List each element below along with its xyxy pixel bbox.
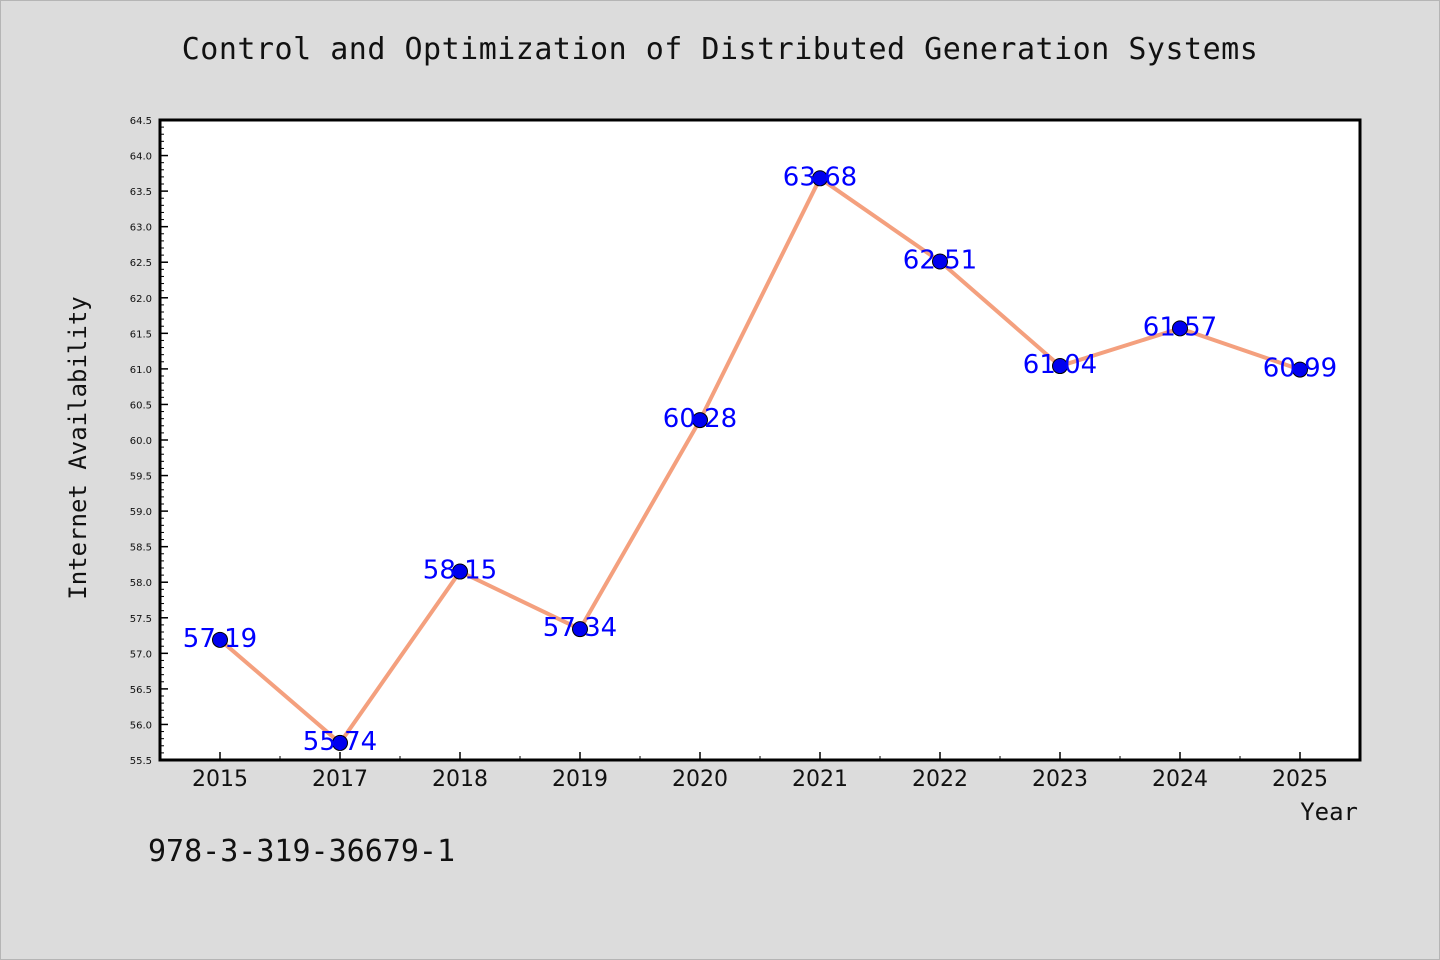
y-axis-ticks: 55.5 56.0 56.5 57.0 57.5 58.0 58.5 59.0 59.5 60.0… — [130, 116, 168, 767]
y-tick-label: 57.5 — [130, 614, 152, 625]
isbn-code: 978-3-319-36679-1 — [148, 834, 456, 869]
data-point — [452, 563, 468, 580]
x-tick-label: 2023 — [1032, 767, 1088, 792]
y-tick-label: 64.5 — [130, 116, 152, 127]
y-tick-label: 63.0 — [130, 223, 152, 234]
x-tick-label: 2022 — [912, 767, 968, 792]
y-tick-label: 63.5 — [130, 187, 152, 198]
y-tick-label: 61.0 — [130, 365, 152, 376]
data-point — [932, 253, 948, 270]
data-label: 55.74 — [303, 727, 377, 757]
y-tick-label: 56.5 — [130, 685, 152, 696]
x-tick-label: 2017 — [312, 767, 368, 792]
data-label: 60.28 — [663, 404, 737, 434]
data-label: 58.15 — [423, 556, 497, 586]
data-point — [212, 631, 228, 648]
data-label: 57.19 — [183, 624, 257, 654]
plot-area — [158, 118, 1362, 762]
data-point — [332, 734, 348, 751]
y-tick-label: 64.0 — [130, 152, 152, 163]
x-tick-label: 2018 — [432, 767, 488, 792]
y-tick-label: 55.5 — [130, 756, 152, 767]
series-layer — [212, 170, 1308, 751]
series-line — [218, 176, 1301, 745]
data-point — [1292, 361, 1308, 378]
y-tick-label: 61.5 — [130, 329, 152, 340]
y-tick-label: 56.0 — [130, 720, 152, 731]
y-tick-label: 59.0 — [130, 507, 152, 518]
y-tick-label: 60.5 — [130, 400, 152, 411]
y-tick-label: 58.5 — [130, 543, 152, 554]
data-labels: 57.19 55.74 58.15 57.34 60.28 63.68 62.51 61.04… — [183, 162, 1337, 757]
y-tick-label: 62.0 — [130, 294, 152, 305]
x-axis-label: Year — [1300, 798, 1358, 826]
data-point — [812, 170, 828, 187]
data-label: 62.51 — [903, 246, 977, 276]
x-axis-ticks: 2015 2017 2018 2019 2020 2021 2022 2023 2024 2025 — [192, 752, 1328, 792]
data-point — [572, 621, 588, 638]
y-tick-label: 59.5 — [130, 472, 152, 483]
data-point — [1052, 358, 1068, 375]
y-tick-label: 58.0 — [130, 578, 152, 589]
data-label: 60.99 — [1263, 354, 1337, 384]
y-axis-label: Internet Availability — [64, 296, 92, 599]
x-tick-label: 2020 — [672, 767, 728, 792]
x-tick-label: 2024 — [1152, 767, 1208, 792]
data-label: 57.34 — [543, 613, 617, 643]
data-label: 61.04 — [1023, 350, 1097, 380]
x-tick-label: 2019 — [552, 767, 608, 792]
x-tick-label: 2015 — [192, 767, 248, 792]
x-tick-label: 2021 — [792, 767, 848, 792]
data-point — [1172, 320, 1188, 337]
y-tick-label: 62.5 — [130, 258, 152, 269]
data-label: 61.57 — [1143, 312, 1217, 342]
y-tick-label: 60.0 — [130, 436, 152, 447]
chart-title: Control and Optimization of Distributed … — [181, 32, 1259, 67]
data-label: 63.68 — [783, 162, 857, 192]
x-tick-label: 2025 — [1272, 767, 1328, 792]
y-tick-label: 57.0 — [130, 649, 152, 660]
data-point — [692, 412, 708, 429]
